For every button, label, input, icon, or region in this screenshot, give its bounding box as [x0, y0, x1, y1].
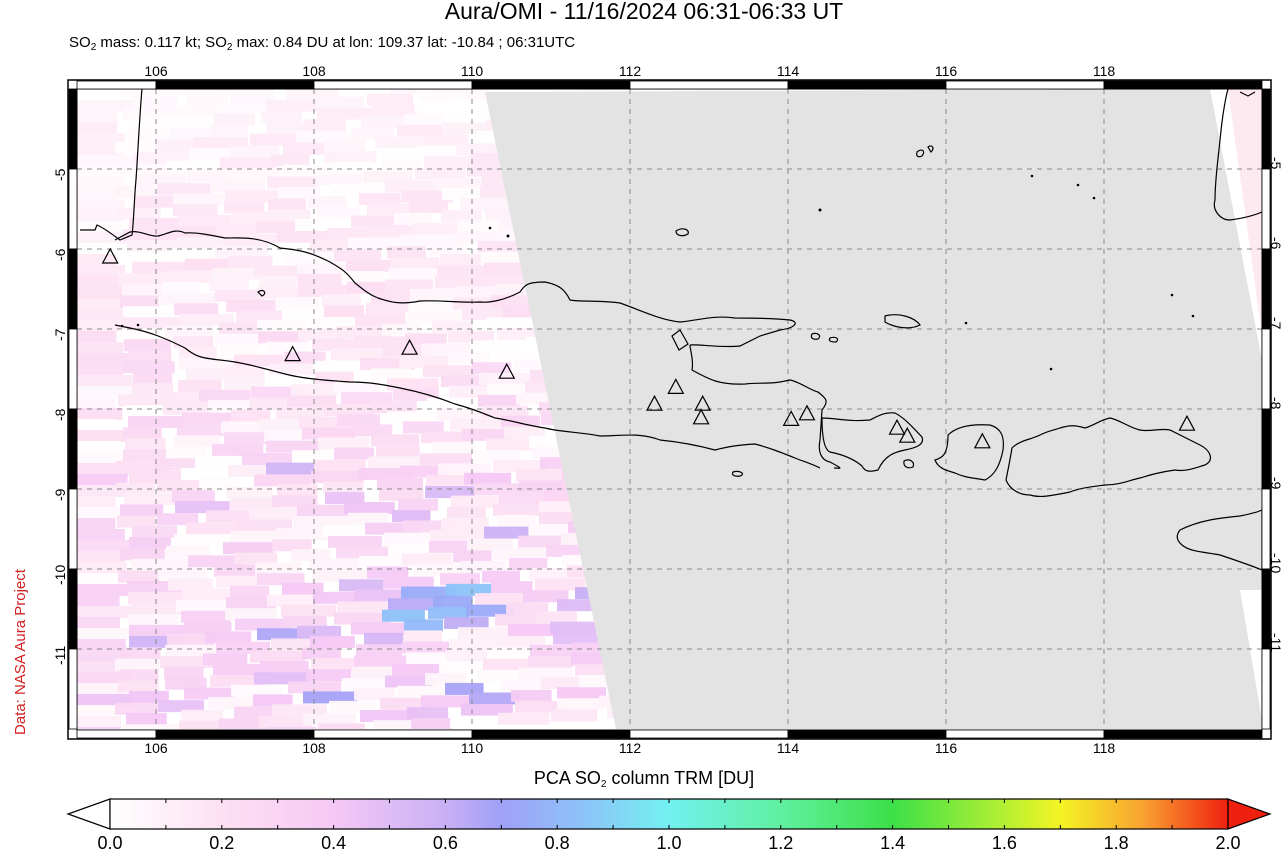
- volcano-triangle-icon: [692, 408, 710, 425]
- lon-tick-label: 116: [934, 740, 958, 756]
- colorbar-tick-label: 0.6: [432, 833, 458, 853]
- map-title: Aura/OMI - 11/16/2024 06:31-06:33 UT: [444, 0, 844, 24]
- lon-tick-label: 114: [776, 740, 800, 756]
- volcano-triangle-icon: [782, 410, 800, 426]
- colorbar-tick-label: 2.0: [1215, 833, 1241, 853]
- lon-tick-label: 108: [302, 63, 326, 79]
- map-frame: [67, 79, 1272, 740]
- volcano-triangle-icon: [973, 432, 991, 449]
- lat-tick-label: -7: [1268, 317, 1284, 330]
- volcano-triangle-icon: [694, 394, 712, 411]
- colorbar: [66, 798, 1272, 830]
- lat-tick-label: -11: [1268, 633, 1284, 653]
- colorbar-label: PCA SO2 column TRM [DU]: [533, 768, 755, 790]
- volcano-markers: [101, 247, 1196, 449]
- lon-tick-label: 108: [302, 740, 326, 756]
- lon-tick-label: 116: [934, 63, 958, 79]
- volcano-triangle-icon: [645, 394, 663, 411]
- volcano-triangle-icon: [1178, 414, 1196, 431]
- lat-tick-label: -9: [52, 488, 68, 501]
- lon-tick-label: 110: [460, 63, 484, 79]
- graticule: [77, 89, 1262, 729]
- lat-tick-label: -6: [1268, 237, 1284, 250]
- lat-tick-label: -10: [52, 564, 68, 585]
- coastlines: [80, 89, 1262, 571]
- volcano-triangle-icon: [898, 426, 916, 443]
- lat-tick-label: -5: [1268, 157, 1284, 170]
- colorbar-tick-label: 1.2: [768, 833, 794, 853]
- lat-tick-label: -10: [1268, 553, 1284, 574]
- colorbar-gradient: [109, 798, 1229, 830]
- lon-tick-label: 110: [460, 740, 484, 756]
- lon-tick-label: 106: [144, 740, 168, 756]
- colorbar-tick-label: 0.8: [544, 833, 570, 853]
- lat-tick-label: -6: [52, 248, 68, 261]
- lat-tick-label: -11: [52, 645, 68, 665]
- lon-tick-label: 112: [618, 740, 642, 756]
- colorbar-tick-label: 1.0: [656, 833, 682, 853]
- so2-pixels: [77, 89, 618, 729]
- lon-tick-label: 114: [776, 63, 800, 79]
- volcano-triangle-icon: [101, 247, 119, 264]
- volcano-triangle-icon: [401, 338, 419, 355]
- colorbar-tick-label: 0.2: [209, 833, 235, 853]
- volcano-triangle-icon: [667, 378, 685, 394]
- volcano-triangle-icon: [888, 418, 906, 435]
- lat-tick-label: -8: [1268, 397, 1284, 410]
- colorbar-tick-label: 1.6: [991, 833, 1017, 853]
- lat-tick-label: -5: [52, 168, 68, 181]
- colorbar-tick-label: 0.0: [97, 833, 123, 853]
- volcano-triangle-icon: [498, 362, 516, 379]
- lon-tick-label: 106: [144, 63, 168, 79]
- so2-summary: SO2 mass: 0.117 kt; SO2 max: 0.84 DU at …: [69, 34, 576, 53]
- colorbar-tick-label: 0.4: [321, 833, 347, 853]
- colorbar-over-arrow: [1227, 798, 1272, 830]
- lon-tick-label: 118: [1092, 63, 1116, 79]
- small-islands: [120, 174, 1195, 371]
- colorbar-under-arrow: [66, 798, 111, 830]
- colorbar-tick-label: 1.4: [880, 833, 906, 853]
- lon-tick-label: 112: [618, 63, 642, 79]
- colorbar-tick-label: 1.8: [1103, 833, 1129, 853]
- volcano-triangle-icon: [798, 404, 816, 421]
- lat-tick-label: -9: [1268, 477, 1284, 490]
- lon-tick-label: 118: [1092, 740, 1116, 756]
- lat-tick-label: -7: [52, 328, 68, 341]
- lat-tick-label: -8: [52, 408, 68, 421]
- volcano-triangle-icon: [284, 345, 302, 362]
